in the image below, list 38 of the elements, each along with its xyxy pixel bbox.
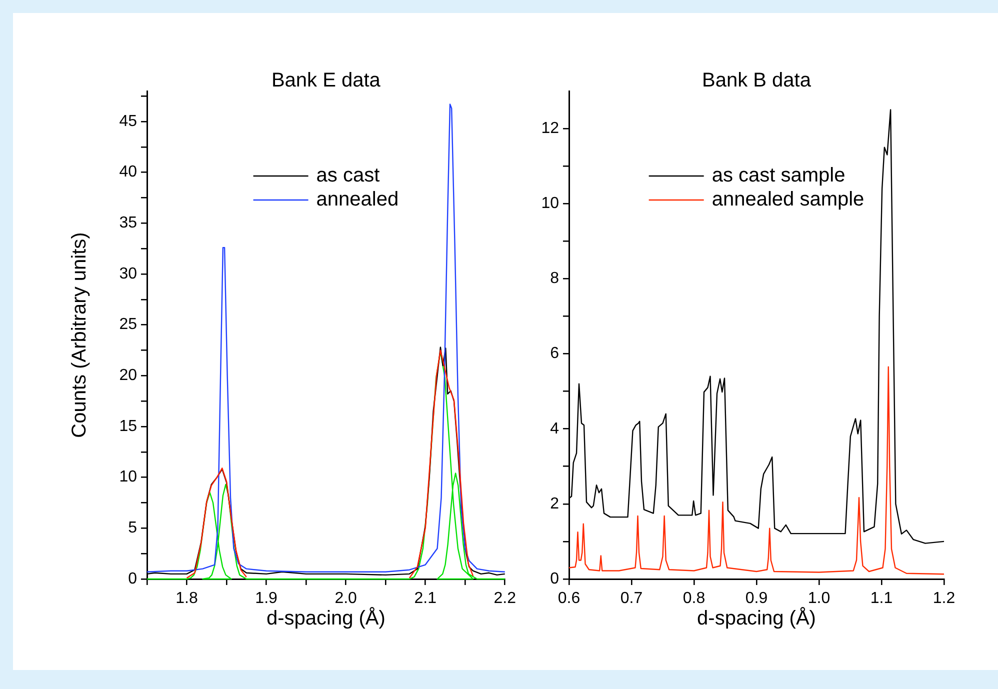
x-tick-label: 2.2: [494, 590, 516, 608]
y-tick-label: 25: [119, 316, 138, 334]
x-tick-label: 1.9: [255, 590, 278, 608]
y-tick-label: 15: [119, 418, 138, 435]
chart-title: Bank B data: [702, 70, 812, 92]
y-tick-label: 35: [119, 214, 138, 232]
y-tick-label: 20: [119, 367, 138, 384]
y-tick-label: 0: [550, 570, 560, 588]
x-tick-label: 0.8: [682, 590, 706, 608]
legend-label: annealed sample: [712, 188, 864, 211]
y-tick-label: 45: [119, 112, 138, 130]
x-tick-label: 1.0: [808, 590, 830, 608]
x-tick-label: 1.8: [176, 590, 198, 608]
y-tick-label: 40: [119, 164, 138, 181]
y-tick-label: 10: [119, 468, 138, 486]
y-tick-label: 30: [119, 265, 138, 282]
chart-title: Bank E data: [271, 70, 382, 92]
y-tick-label: 2: [550, 495, 560, 512]
y-tick-label: 0: [128, 570, 138, 588]
x-axis-title: d-spacing (Å): [266, 606, 386, 630]
y-tick-label: 4: [550, 420, 560, 438]
x-axis-title: d-spacing (Å): [697, 606, 816, 630]
legend-label: as cast: [316, 164, 380, 187]
x-tick-label: 0.6: [558, 590, 580, 608]
x-tick-label: 1.1: [870, 590, 893, 608]
x-tick-label: 0.9: [745, 590, 768, 608]
legend-label: as cast sample: [712, 164, 846, 187]
y-tick-label: 5: [128, 520, 138, 537]
x-tick-label: 2.0: [334, 590, 358, 608]
y-tick-label: 12: [541, 120, 560, 137]
x-tick-label: 1.2: [932, 590, 956, 608]
y-tick-label: 8: [550, 270, 560, 288]
legend-label: annealed: [316, 188, 399, 211]
x-tick-label: 2.1: [414, 590, 437, 608]
y-tick-label: 6: [550, 345, 560, 362]
y-axis-title: Counts (Arbitrary units): [68, 232, 91, 438]
y-tick-label: 10: [541, 195, 560, 212]
x-tick-label: 0.7: [620, 590, 643, 608]
